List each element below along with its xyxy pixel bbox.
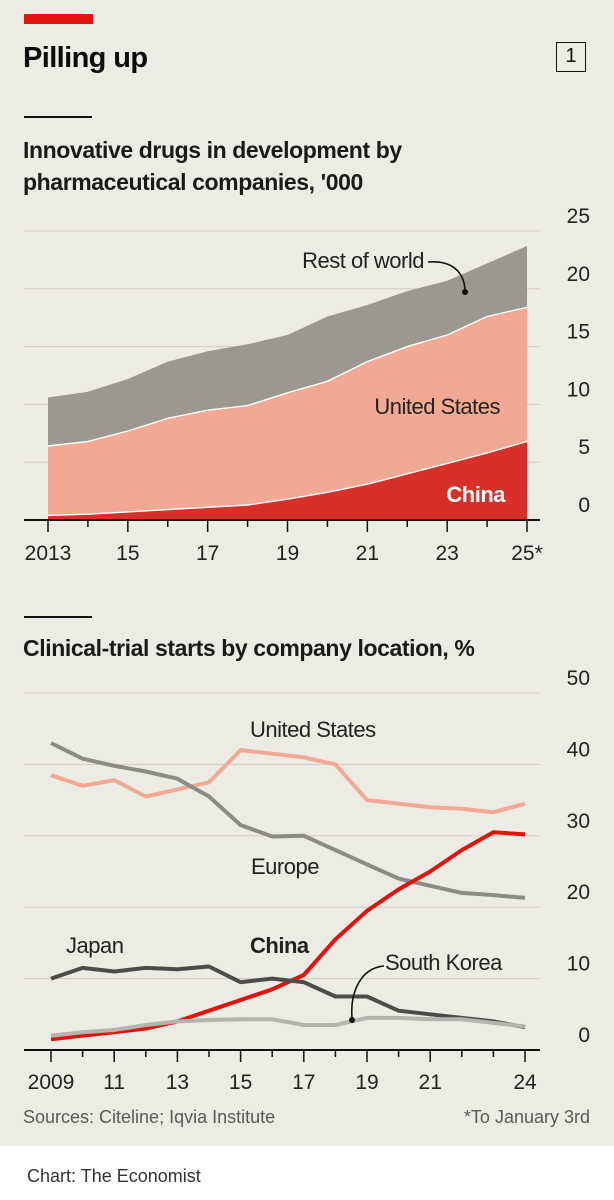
chart2-y-tick-label: 20 xyxy=(567,881,590,904)
chart2-x-tick-label: 24 xyxy=(513,1071,537,1094)
chart1-x-tick-label: 21 xyxy=(356,542,379,565)
label-japan-line: Japan xyxy=(66,933,123,958)
chart2-y-tick-label: 50 xyxy=(567,667,590,690)
label-south-korea-line: South Korea xyxy=(385,950,503,975)
chart1-x-tick-label: 2013 xyxy=(25,542,72,565)
area-united-states xyxy=(48,307,527,516)
section-rule-2 xyxy=(24,616,92,618)
label-south-korea-pointer xyxy=(351,965,385,1019)
chart1-y-tick-label: 10 xyxy=(567,378,590,401)
chart2-y-tick-label: 40 xyxy=(567,738,590,761)
line-south-korea xyxy=(50,1015,526,1038)
chart2-x-tick-label: 11 xyxy=(103,1071,125,1094)
area-boundary-united-states xyxy=(47,306,528,447)
chart-credit: Chart: The Economist xyxy=(27,1166,201,1186)
label-china-line: China xyxy=(250,933,310,958)
chart1-x-tick-label: 25* xyxy=(511,542,543,565)
brand-accent-bar xyxy=(24,14,93,24)
chart-panel xyxy=(0,0,614,1146)
chart1-x-tick-label: 17 xyxy=(196,542,219,565)
footnote: *To January 3rd xyxy=(463,1107,590,1127)
line-europe xyxy=(50,741,526,900)
chart2-x-tick-label: 17 xyxy=(292,1071,315,1094)
chart2-x-tick-label: 2009 xyxy=(28,1071,75,1094)
chart1-y-tick-label: 20 xyxy=(567,263,590,286)
chart1-subtitle-line-2: pharmaceutical companies, '000 xyxy=(23,169,363,195)
line-united-states xyxy=(50,748,526,815)
chart2-y-tick-label: 10 xyxy=(567,953,590,976)
chart2-x-tick-label: 15 xyxy=(229,1071,252,1094)
chart1-y-tick-label: 0 xyxy=(578,494,590,517)
label-united-states-line: United States xyxy=(250,717,376,742)
chart2-subtitle: Clinical-trial starts by company locatio… xyxy=(23,635,475,661)
chart1-y-tick-label: 5 xyxy=(578,436,590,459)
line-chart: 0 10 20 30 40 50 2009 11 13 15 17 19 21 24 United St… xyxy=(24,667,590,1094)
chart1-x-tick-label: 15 xyxy=(116,542,139,565)
area-rest-of-world xyxy=(48,246,527,446)
page-title: Pilling up xyxy=(23,42,148,74)
chart1-subtitle-line-1: Innovative drugs in development by xyxy=(23,137,402,163)
label-europe-line: Europe xyxy=(251,854,319,879)
chart1-y-tick-label: 25 xyxy=(567,205,590,228)
chart2-x-tick-label: 13 xyxy=(166,1071,189,1094)
label-rest-of-world-pointer xyxy=(427,261,466,291)
chart1-subtitle: Innovative drugs in development by pharm… xyxy=(23,134,402,198)
chart2-x-tick-label: 19 xyxy=(355,1071,378,1094)
chart-number-badge: 1 xyxy=(556,42,586,72)
area-china xyxy=(48,441,527,520)
chart2-y-tick-label: 30 xyxy=(567,810,590,833)
chart2-y-tick-label: 0 xyxy=(578,1024,590,1047)
chart2-x-tick-label: 21 xyxy=(419,1071,442,1094)
sources-note: Sources: Citeline; Iqvia Institute xyxy=(23,1107,276,1127)
stacked-area-chart: 0 5 10 15 20 25 2013 15 17 19 21 23 25* Rest of wor… xyxy=(24,205,590,565)
chart1-y-tick-label: 15 xyxy=(567,321,590,344)
label-rest-of-world: Rest of world xyxy=(302,248,424,273)
chart1-x-tick-label: 19 xyxy=(276,542,299,565)
chart1-x-tick-label: 23 xyxy=(435,542,458,565)
label-china-area: China xyxy=(446,482,506,507)
section-rule-1 xyxy=(24,116,92,118)
area-boundary-china xyxy=(47,440,528,517)
label-south-korea-dot xyxy=(349,1017,355,1023)
label-rest-of-world-dot xyxy=(462,289,468,295)
label-united-states-area: United States xyxy=(374,394,500,419)
line-japan xyxy=(50,964,526,1030)
